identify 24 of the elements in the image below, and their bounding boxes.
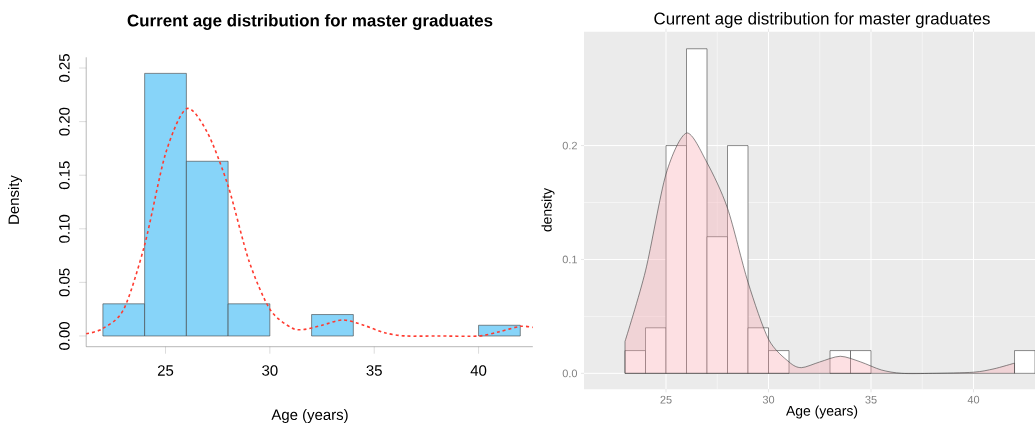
y-tick-label: 0.2 xyxy=(562,141,577,150)
y-tick-label: 0.00 xyxy=(59,322,70,350)
y-tick-label: 0.1 xyxy=(562,255,577,264)
x-axis-title: Age (years) xyxy=(785,405,858,419)
chart-title: Current age distribution for master graduates xyxy=(654,12,990,28)
y-tick-label: 0.15 xyxy=(59,161,70,190)
y-tick-label: 0.10 xyxy=(59,214,70,243)
y-tick-label: 0.05 xyxy=(59,268,70,297)
line-series xyxy=(85,107,534,338)
x-tick-label: 25 xyxy=(157,365,174,376)
x-tick-label: 40 xyxy=(470,365,487,376)
x-axis-title: Age (years) xyxy=(271,409,348,423)
x-tick-label: 25 xyxy=(660,395,672,404)
y-axis-title: Density xyxy=(8,175,22,224)
y-tick-label: 0.25 xyxy=(59,54,70,82)
x-tick-label: 35 xyxy=(366,365,382,376)
x-tick-label: 35 xyxy=(865,395,877,404)
y-axis-title: density xyxy=(541,187,555,232)
y-tick-label: 0.0 xyxy=(562,369,578,378)
y-tick-label: 0.20 xyxy=(59,107,70,136)
x-tick-label: 30 xyxy=(262,365,278,376)
x-tick-label: 40 xyxy=(967,395,980,404)
chart-title: Current age distribution for master graduates xyxy=(127,14,493,30)
x-tick-label: 30 xyxy=(762,395,775,404)
